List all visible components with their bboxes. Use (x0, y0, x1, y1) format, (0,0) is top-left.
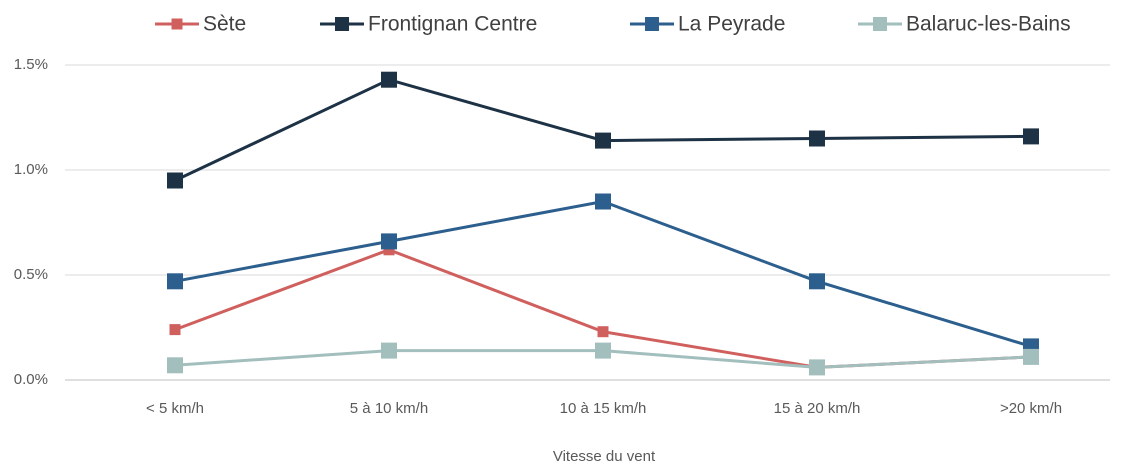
y-tick-label: 1.5% (14, 56, 48, 73)
x-axis-label: Vitesse du vent (553, 448, 656, 465)
series-line (174, 199, 1032, 348)
marker (809, 359, 825, 376)
marker (1023, 128, 1039, 145)
marker (1023, 348, 1039, 365)
marker (809, 130, 825, 147)
legend-label: Balaruc-les-Bains (906, 13, 1071, 36)
marker (597, 326, 609, 338)
x-tick-label: < 5 km/h (146, 400, 204, 417)
series-line (174, 78, 1032, 182)
marker (167, 273, 183, 290)
marker (381, 233, 397, 250)
marker (381, 71, 397, 88)
legend-marker (335, 17, 349, 31)
legend-marker (645, 17, 659, 31)
marker (167, 357, 183, 374)
x-tick-label: 15 à 20 km/h (774, 400, 861, 417)
marker (383, 244, 395, 256)
marker (169, 324, 181, 336)
marker (595, 132, 611, 149)
x-tick-label: >20 km/h (1000, 400, 1062, 417)
legend-marker (171, 18, 183, 30)
y-tick-label: 0.0% (14, 371, 48, 388)
y-tick-label: 1.0% (14, 161, 48, 178)
marker (809, 273, 825, 290)
marker (595, 342, 611, 359)
marker (167, 172, 183, 189)
x-tick-label: 10 à 15 km/h (560, 400, 647, 417)
marker (595, 193, 611, 210)
legend-label: La Peyrade (678, 13, 785, 36)
marker (381, 342, 397, 359)
legend-marker (873, 17, 887, 31)
y-tick-label: 0.5% (14, 266, 48, 283)
legend-label: Sète (203, 13, 246, 36)
legend-label: Frontignan Centre (368, 13, 537, 36)
x-tick-label: 5 à 10 km/h (350, 400, 428, 417)
